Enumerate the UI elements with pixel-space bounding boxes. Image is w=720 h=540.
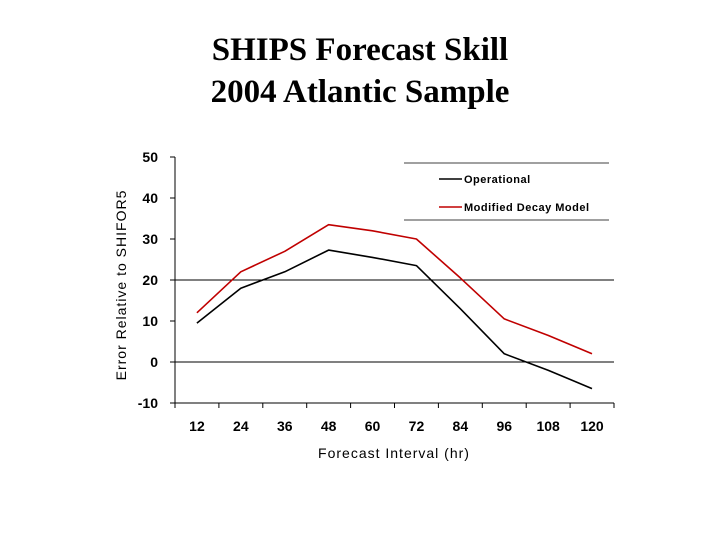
x-tick-label: 24 (233, 418, 249, 434)
y-tick-label: 30 (142, 231, 158, 247)
series-line-modified-decay-model (196, 223, 593, 355)
x-tick-label: 48 (321, 418, 337, 434)
y-tick-label: 50 (142, 149, 158, 165)
chart-title-line1: SHIPS Forecast Skill (211, 32, 509, 68)
x-tick-label: 96 (496, 418, 512, 434)
series-line-operational (196, 249, 593, 390)
x-tick-label: 12 (189, 418, 205, 434)
x-tick-label: 36 (277, 418, 293, 434)
y-tick-label: 10 (142, 313, 158, 329)
x-axis-label: Forecast Interval (hr) (318, 445, 470, 461)
y-tick-label: -10 (138, 395, 158, 411)
series-lines (196, 223, 593, 390)
y-axis-label: Error Relative to SHIFOR5 (113, 190, 129, 381)
x-tick-label: 108 (536, 418, 560, 434)
y-tick-label: 40 (142, 190, 158, 206)
legend-label: Modified Decay Model (464, 202, 590, 214)
legend-label: Operational (464, 174, 531, 186)
x-axis-ticks: 12 24 36 48 60 72 84 96 108 120 (174, 403, 615, 434)
x-tick-label: 120 (580, 418, 604, 434)
y-axis-ticks: -10 0 10 20 30 40 50 (138, 149, 175, 411)
x-tick-label: 72 (409, 418, 425, 434)
y-tick-label: 0 (150, 354, 158, 370)
legend: Operational Modified Decay Model (404, 162, 609, 221)
grid-lines (175, 279, 614, 363)
y-tick-label: 20 (142, 272, 158, 288)
x-tick-label: 84 (453, 418, 469, 434)
x-tick-label: 60 (365, 418, 381, 434)
chart-title-line2: 2004 Atlantic Sample (210, 74, 510, 110)
